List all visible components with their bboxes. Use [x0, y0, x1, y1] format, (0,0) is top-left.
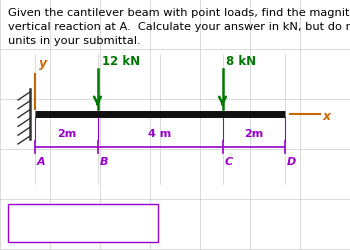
- Text: B: B: [99, 156, 108, 166]
- Bar: [8, 204, 158, 242]
- Text: x: x: [323, 110, 331, 123]
- Text: 2m: 2m: [57, 128, 76, 138]
- Text: y: y: [39, 57, 47, 70]
- Text: 12 kN: 12 kN: [102, 55, 140, 68]
- Text: D: D: [287, 156, 296, 166]
- Text: C: C: [224, 156, 233, 166]
- Text: 2m: 2m: [244, 128, 263, 138]
- Text: A: A: [37, 156, 46, 166]
- Text: 4 m: 4 m: [148, 128, 172, 138]
- Text: vertical reaction at A.  Calculate your answer in kN, but do not provide: vertical reaction at A. Calculate your a…: [8, 22, 350, 32]
- Text: 8 kN: 8 kN: [226, 55, 257, 68]
- Text: Given the cantilever beam with point loads, find the magnitude of the: Given the cantilever beam with point loa…: [8, 8, 350, 18]
- Text: units in your submittal.: units in your submittal.: [8, 36, 141, 46]
